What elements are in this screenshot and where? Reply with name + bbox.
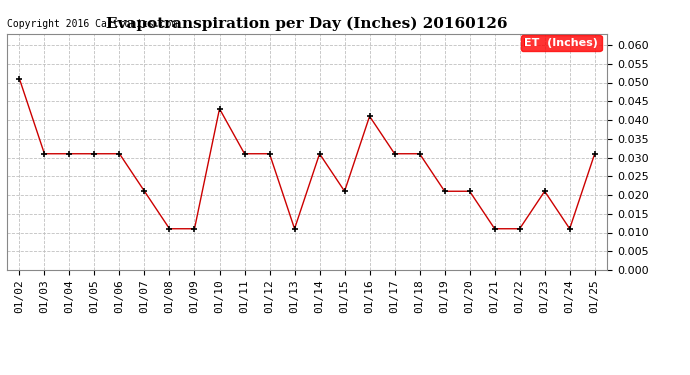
- Legend: ET  (Inches): ET (Inches): [521, 34, 602, 51]
- Text: Copyright 2016 Cartronics.com: Copyright 2016 Cartronics.com: [7, 19, 177, 29]
- Title: Evapotranspiration per Day (Inches) 20160126: Evapotranspiration per Day (Inches) 2016…: [106, 17, 508, 31]
